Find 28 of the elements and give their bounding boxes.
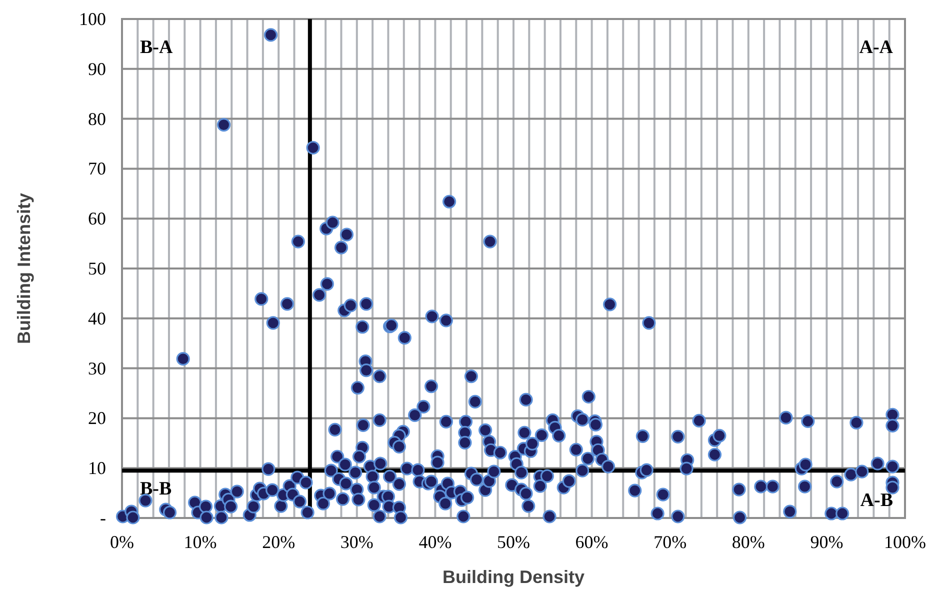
x-tick-label: 10% — [184, 532, 217, 552]
x-axis-title: Building Density — [442, 567, 585, 587]
y-tick-label: 10 — [88, 458, 106, 478]
x-tick-label: 60% — [575, 532, 608, 552]
y-tick-label: 40 — [88, 308, 106, 328]
annotation: B-B — [140, 478, 172, 500]
x-tick-label: 50% — [497, 532, 530, 552]
x-tick-label: 40% — [418, 532, 452, 552]
y-tick-label: 100 — [79, 9, 106, 29]
y-axis-title: Building Intensity — [14, 193, 34, 344]
y-tick-label: 90 — [88, 58, 106, 79]
x-tick-label: 70% — [654, 532, 687, 552]
x-tick-label: 0% — [110, 532, 134, 552]
x-tick-label: 80% — [732, 532, 765, 552]
x-tick-label: 30% — [340, 532, 374, 552]
y-tick-label: 50 — [88, 258, 106, 278]
annotation: A-A — [859, 37, 894, 58]
annotation: A-B — [860, 490, 894, 511]
y-tick-label: 20 — [88, 408, 106, 428]
annotation: B-A — [140, 37, 173, 58]
y-tick-label: 30 — [88, 358, 106, 378]
x-tick-label: 20% — [262, 532, 296, 552]
y-tick-label: 60 — [88, 208, 106, 229]
y-tick-label: 70 — [88, 158, 106, 179]
y-tick-label: - — [100, 508, 106, 528]
x-tick-label: 100% — [884, 532, 926, 552]
y-tick-label: 80 — [88, 108, 106, 129]
x-tick-label: 90% — [810, 532, 844, 552]
